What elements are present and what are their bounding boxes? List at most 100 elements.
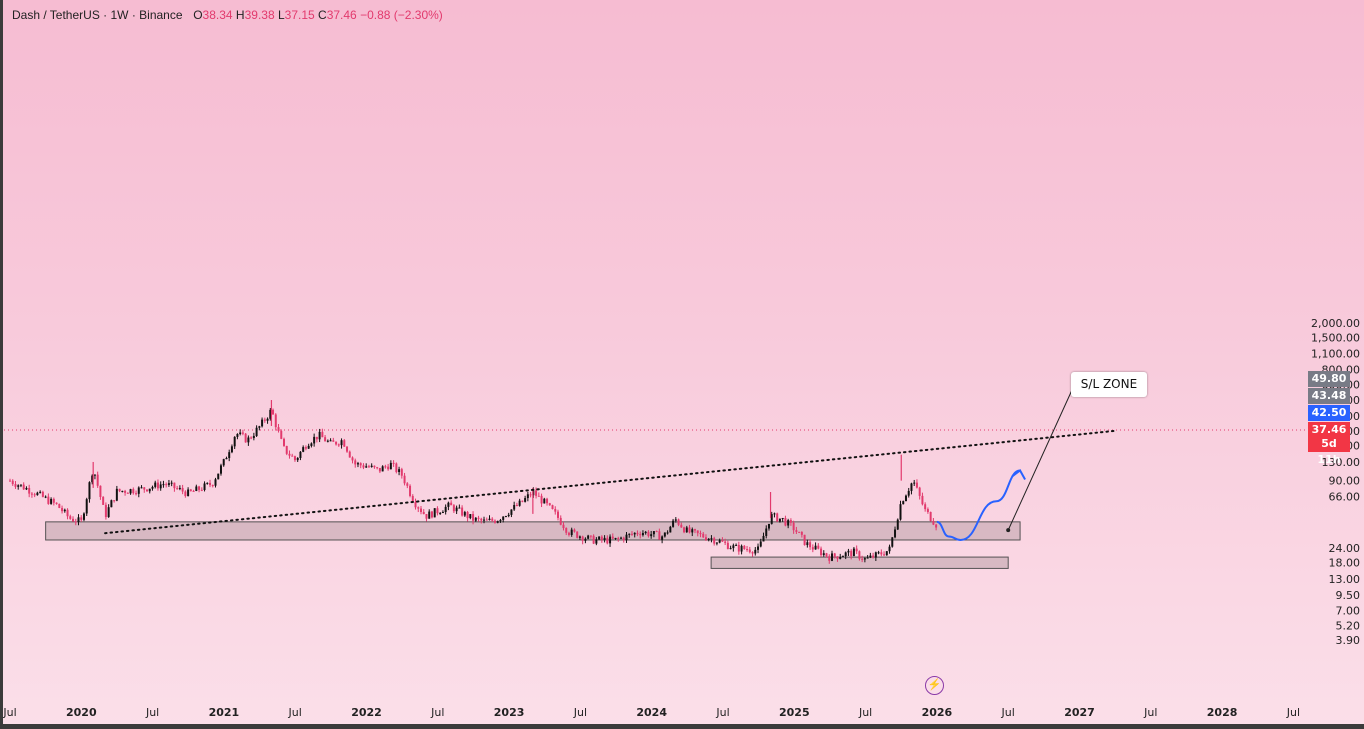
candle-body (184, 491, 187, 497)
candle-body (707, 538, 710, 541)
candle-body (236, 434, 239, 437)
candle-body (600, 536, 603, 540)
candle-body (47, 496, 50, 504)
candle-body (411, 495, 414, 502)
candle-body (181, 487, 184, 492)
candle-body (124, 490, 127, 493)
candle-body (885, 551, 888, 556)
candle-body (173, 482, 176, 489)
candle-body (241, 432, 244, 434)
candle-body (699, 533, 702, 535)
sl-zone-note[interactable]: S/L ZONE (1071, 372, 1147, 397)
candle-body (436, 508, 439, 514)
candle-body (398, 469, 401, 473)
candle-body (633, 532, 636, 535)
x-year-label: 2022 (351, 706, 382, 719)
candle-body (463, 512, 466, 516)
candle-body (513, 504, 516, 510)
candle-body (587, 535, 590, 539)
candle-body (822, 553, 825, 556)
price-axis[interactable]: 2,000.001,500.001,100.00800.00600.00440.… (1311, 317, 1360, 647)
candle-body (22, 484, 25, 490)
price-badge-1: 49.80 (1308, 371, 1350, 387)
candle-body (641, 533, 644, 536)
lightning-logo-icon[interactable]: ⚡ (925, 676, 944, 695)
candle-body (852, 548, 855, 557)
candle-body (644, 531, 647, 534)
candle-body (841, 556, 844, 558)
candle-body (902, 501, 905, 505)
candle-body (578, 536, 581, 538)
candle-body (546, 498, 549, 504)
candle-body (543, 498, 546, 504)
candle-body (472, 514, 475, 521)
candle-body (557, 511, 559, 518)
candle-body (592, 535, 595, 544)
candle-body (258, 426, 261, 428)
candle-body (326, 440, 329, 442)
candle-body (129, 489, 132, 494)
candle-body (277, 427, 280, 431)
candle-body (680, 524, 683, 528)
candle-body (324, 437, 327, 442)
candle-body (874, 552, 877, 558)
candle-body (847, 550, 850, 553)
time-axis[interactable]: Jul 2020 Jul 2021 Jul 2022 Jul 2023 Jul 2024 Jul 20… (2, 706, 1300, 719)
y-tick-label: 2,000.00 (1311, 317, 1360, 330)
candle-body (787, 520, 790, 526)
candle-body (800, 532, 803, 535)
candle-body (499, 519, 502, 522)
y-tick-label: 5.20 (1336, 620, 1361, 633)
candle-body (694, 529, 696, 531)
candle-body (14, 484, 17, 487)
candle-body (926, 509, 929, 512)
candle-body (170, 482, 173, 484)
symbol-title[interactable]: Dash / TetherUS · 1W · Binance (12, 8, 183, 22)
candle-body (554, 509, 557, 512)
candle-body (748, 549, 751, 553)
candle-body (69, 516, 72, 519)
candle-body (381, 466, 384, 472)
y-tick-label: 3.90 (1336, 634, 1361, 647)
candle-body (50, 498, 53, 504)
candle-body (767, 523, 770, 529)
candle-body (228, 452, 231, 459)
candle-body (485, 519, 488, 521)
candle-body (400, 469, 403, 476)
candle-body (266, 418, 269, 421)
candle-body (33, 494, 36, 496)
y-tick-label: 24.00 (1329, 542, 1361, 555)
support-zone-rect (45, 521, 1021, 541)
candle-body (795, 530, 798, 532)
candle-body (250, 437, 253, 439)
candle-body (272, 409, 275, 415)
candle-body (335, 441, 338, 445)
candle-body (58, 503, 61, 508)
candle-body (135, 493, 138, 495)
candle-body (696, 530, 699, 534)
y-tick-label: 7.00 (1336, 604, 1361, 617)
candle-body (203, 483, 206, 491)
candle-body (217, 473, 220, 480)
candle-body (137, 487, 140, 494)
candle-body (576, 531, 579, 538)
candle-body (466, 512, 469, 519)
projection-arrowhead (1011, 468, 1026, 480)
candle-body (606, 537, 609, 544)
close-label: C (318, 8, 327, 22)
candle-body (669, 526, 672, 533)
candle-body (96, 474, 99, 486)
candle-body (483, 519, 486, 521)
candle-body (515, 504, 518, 506)
candle-body (102, 496, 105, 505)
candle-body (450, 502, 453, 506)
candle-body (611, 536, 614, 539)
candle-body (107, 507, 110, 518)
candle-body (622, 537, 625, 541)
candle-body (504, 516, 507, 518)
candle-body (126, 492, 129, 494)
candle-body (762, 535, 765, 542)
candle-body (318, 431, 321, 440)
